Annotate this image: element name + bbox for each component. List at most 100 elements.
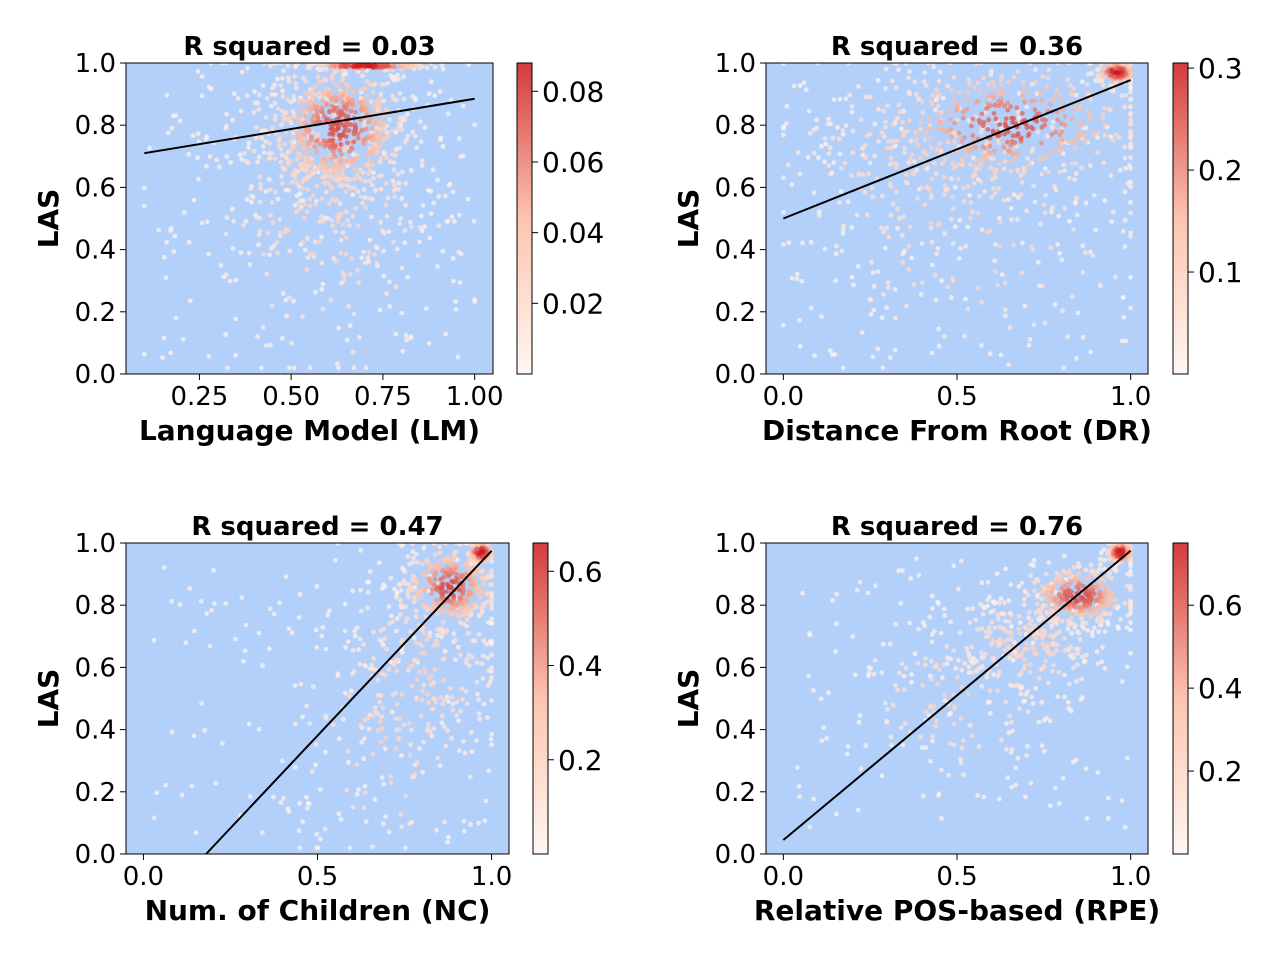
x-tick-label: 0.5	[297, 862, 338, 892]
scatter-point	[1118, 549, 1124, 555]
scatter-point	[325, 215, 330, 221]
scatter-point	[269, 150, 275, 156]
scatter-point	[394, 701, 400, 707]
scatter-point	[1009, 624, 1014, 629]
scatter-point	[949, 176, 954, 182]
scatter-point	[342, 601, 348, 607]
scatter-point	[1075, 651, 1081, 656]
scatter-point	[484, 543, 490, 547]
scatter-point	[902, 150, 907, 156]
scatter-point	[956, 657, 961, 663]
scatter-point	[1113, 132, 1119, 138]
scatter-point	[998, 596, 1004, 601]
scatter-point	[980, 665, 985, 670]
y-tick-label: 0.0	[715, 360, 756, 390]
scatter-point	[1033, 67, 1038, 73]
scatter-point	[975, 285, 981, 291]
scatter-point	[1089, 630, 1095, 635]
scatter-point	[922, 623, 927, 629]
scatter-point	[378, 693, 384, 698]
scatter-point	[856, 719, 862, 725]
scatter-point	[1008, 159, 1014, 164]
scatter-point	[469, 730, 474, 735]
scatter-point	[371, 655, 376, 661]
scatter-point	[1079, 623, 1085, 629]
scatter-point	[474, 738, 479, 743]
scatter-point	[1088, 97, 1093, 102]
scatter-point	[1049, 206, 1055, 212]
scatter-point	[871, 284, 877, 289]
y-axis-label: LAS	[32, 669, 65, 729]
scatter-point	[947, 117, 953, 122]
scatter-point	[811, 150, 817, 156]
scatter-point	[863, 94, 869, 100]
scatter-point	[400, 604, 405, 610]
scatter-point	[360, 170, 366, 176]
scatter-point	[937, 667, 942, 673]
scatter-point	[382, 746, 388, 752]
scatter-point	[307, 196, 313, 202]
scatter-point	[329, 218, 335, 223]
scatter-point	[1044, 152, 1050, 157]
scatter-point	[1040, 584, 1045, 589]
scatter-point	[996, 103, 1002, 109]
subplot-title: R squared = 0.03	[183, 32, 435, 62]
scatter-point	[1041, 202, 1047, 208]
scatter-point	[419, 697, 425, 703]
scatter-point	[984, 106, 989, 111]
scatter-point	[924, 184, 930, 190]
scatter-point	[1029, 694, 1035, 700]
scatter-point	[1054, 87, 1059, 93]
scatter-point	[958, 760, 964, 766]
scatter-point	[371, 176, 376, 181]
scatter-point	[432, 552, 438, 557]
scatter-point	[367, 158, 373, 164]
scatter-point	[339, 94, 345, 100]
scatter-point	[990, 638, 996, 644]
scatter-point	[828, 348, 833, 353]
scatter-point	[332, 557, 338, 563]
scatter-point	[871, 671, 877, 677]
scatter-point	[1090, 607, 1096, 613]
scatter-point	[293, 63, 299, 69]
scatter-point	[485, 715, 490, 720]
scatter-point	[858, 117, 864, 123]
scatter-point	[480, 602, 486, 608]
scatter-point	[997, 244, 1003, 249]
scatter-point	[392, 182, 398, 188]
scatter-point	[991, 672, 997, 678]
scatter-point	[1062, 114, 1068, 119]
scatter-point	[903, 179, 908, 185]
scatter-point	[409, 684, 415, 689]
scatter-point	[410, 129, 416, 135]
scatter-point	[912, 651, 918, 657]
scatter-point	[882, 245, 888, 251]
scatter-point	[822, 246, 828, 252]
scatter-point	[1088, 163, 1093, 169]
scatter-point	[876, 106, 881, 112]
scatter-point	[817, 213, 822, 218]
scatter-point	[895, 687, 900, 693]
scatter-point	[1050, 119, 1056, 125]
scatter-point	[328, 183, 333, 189]
scatter-point	[919, 280, 925, 286]
scatter-point	[372, 797, 378, 803]
scatter-point	[961, 738, 966, 743]
scatter-point	[859, 330, 865, 336]
scatter-point	[309, 134, 314, 140]
scatter-point	[1025, 689, 1030, 694]
scatter-point	[956, 162, 962, 167]
scatter-point	[166, 130, 171, 136]
scatter-point	[1022, 698, 1028, 704]
scatter-point	[370, 751, 376, 757]
scatter-point	[457, 620, 463, 626]
scatter-point	[260, 663, 265, 668]
scatter-point	[794, 276, 800, 282]
scatter-point	[902, 721, 908, 726]
scatter-point	[900, 119, 905, 125]
scatter-point	[372, 705, 378, 710]
scatter-point	[171, 113, 176, 119]
scatter-point	[984, 674, 990, 680]
scatter-point	[355, 63, 360, 69]
scatter-point	[1095, 135, 1100, 140]
